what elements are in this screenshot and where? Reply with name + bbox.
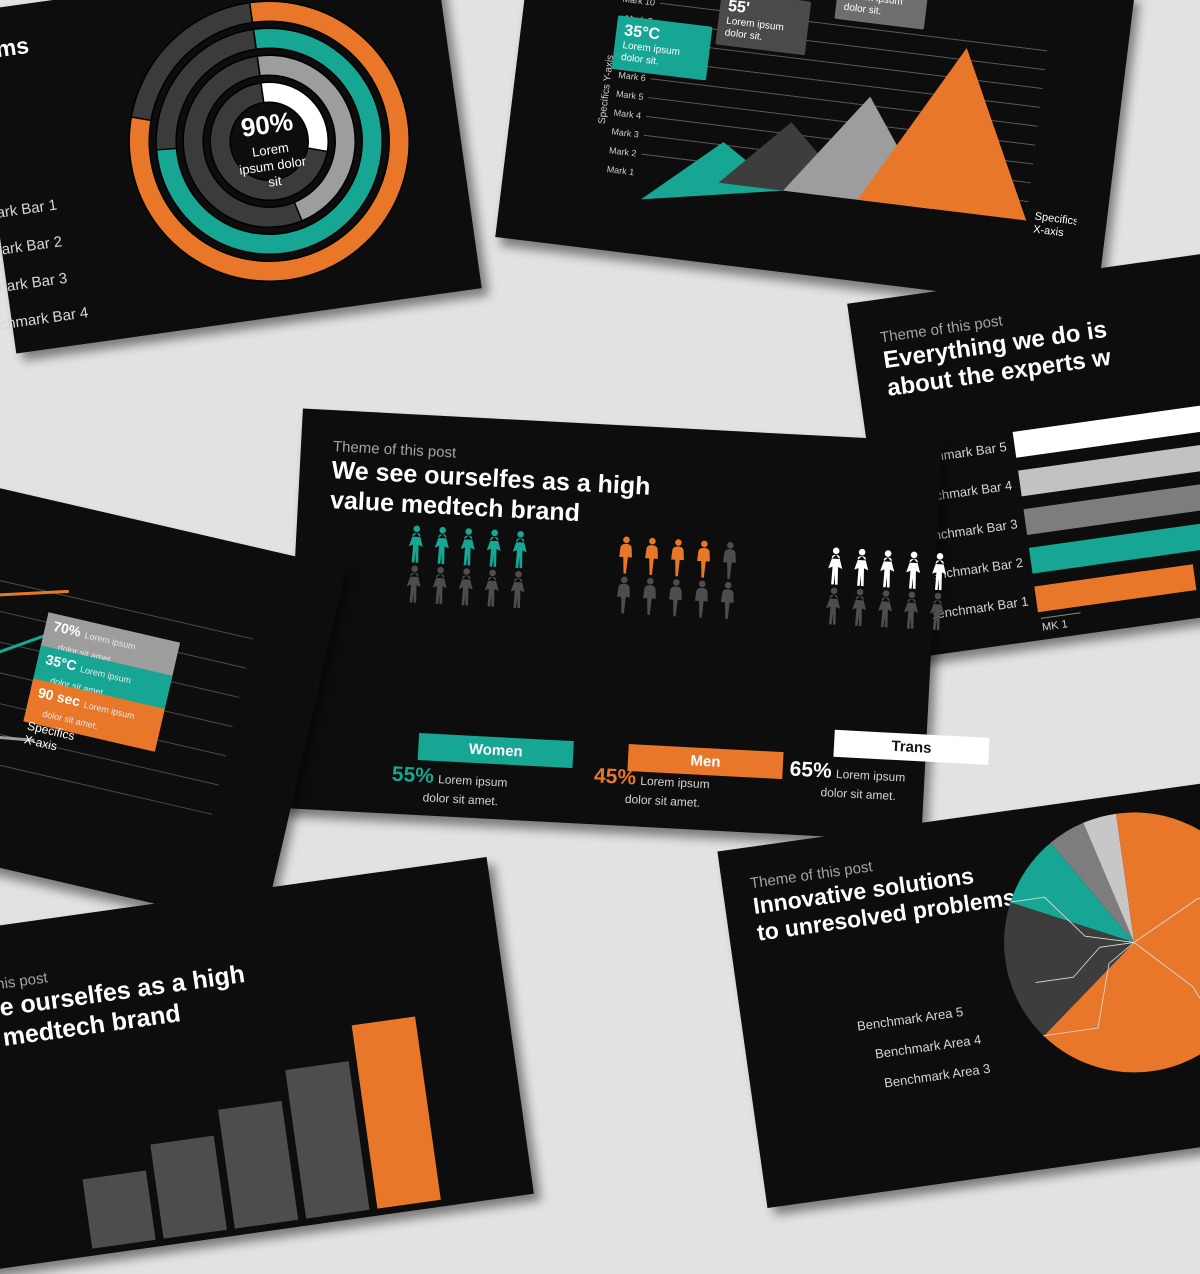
svg-text:Mark 3: Mark 3	[611, 126, 640, 139]
svg-text:Mark 1: Mark 1	[606, 164, 635, 177]
svg-text:90%: 90%	[239, 106, 295, 143]
svg-text:Mark 2: Mark 2	[609, 145, 638, 158]
svg-text:Mark 10: Mark 10	[622, 0, 655, 8]
svg-text:Mark 5: Mark 5	[616, 89, 645, 102]
svg-text:X-axis: X-axis	[1032, 223, 1064, 239]
svg-text:sit: sit	[267, 173, 282, 190]
svg-text:Mark 4: Mark 4	[613, 107, 642, 120]
